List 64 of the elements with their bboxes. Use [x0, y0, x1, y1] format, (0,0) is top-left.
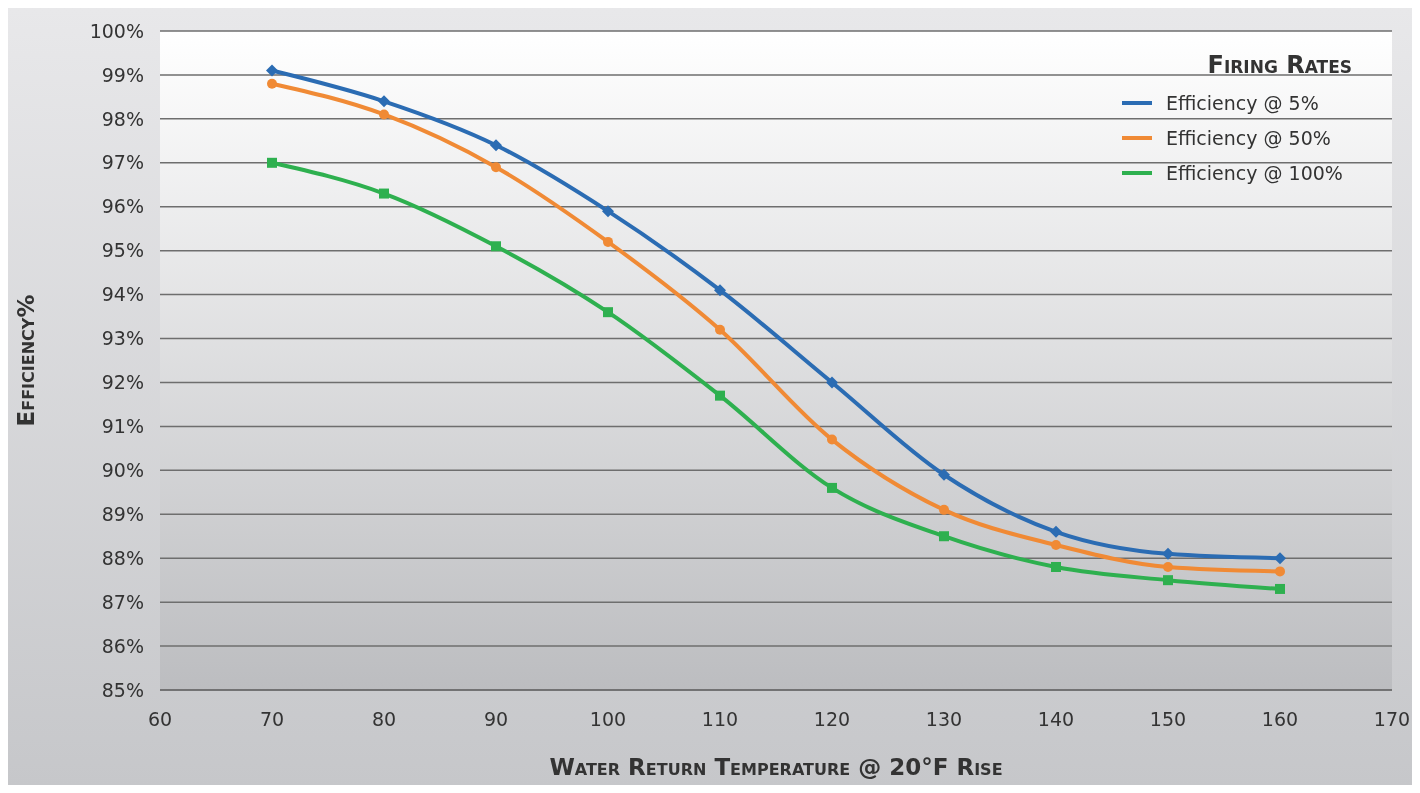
legend-label: Efficiency @ 100% [1166, 161, 1343, 184]
y-tick-label: 86% [101, 634, 144, 657]
point [827, 482, 837, 493]
point [827, 434, 837, 445]
y-tick-label: 96% [101, 195, 144, 218]
y-tick-label: 85% [101, 678, 144, 701]
y-tick-label: 98% [101, 107, 144, 130]
point [938, 468, 950, 481]
point [1162, 547, 1174, 560]
x-tick-label: 120 [813, 708, 851, 730]
point [1274, 552, 1286, 565]
point [266, 64, 278, 77]
legend-label: Efficiency @ 5% [1166, 91, 1319, 114]
x-tick-label: 70 [259, 708, 285, 730]
y-tick-label: 97% [101, 151, 144, 174]
point [1275, 583, 1285, 594]
y-tick-label: 88% [101, 546, 144, 569]
x-tick-label: 160 [1261, 708, 1299, 730]
x-tick-label: 100 [589, 708, 627, 730]
point [267, 78, 277, 89]
y-axis-title: Efficiency% [13, 294, 39, 427]
y-tick-label: 100% [89, 19, 144, 42]
point [378, 95, 390, 108]
x-tick-label: 90 [483, 708, 509, 730]
legend-title: Firing Rates [1207, 51, 1352, 79]
point [715, 324, 725, 335]
point [939, 504, 949, 515]
x-tick-label: 130 [925, 708, 963, 730]
y-tick-label: 94% [101, 283, 144, 306]
point [490, 139, 502, 152]
point [1051, 561, 1061, 572]
x-axis-title: Water Return Temperature @ 20°F Rise [549, 754, 1003, 780]
point [1050, 525, 1062, 538]
legend-label: Efficiency @ 50% [1166, 126, 1331, 149]
point [1275, 566, 1285, 577]
point [603, 307, 613, 318]
x-tick-label: 170 [1373, 708, 1411, 730]
y-tick-label: 92% [101, 371, 144, 394]
point [1163, 575, 1173, 586]
x-tick-label: 140 [1037, 708, 1075, 730]
point [603, 236, 613, 247]
point [602, 205, 614, 218]
y-tick-label: 89% [101, 502, 144, 525]
point [714, 284, 726, 297]
point [267, 157, 277, 168]
x-tick-label: 110 [701, 708, 739, 730]
y-tick-label: 87% [101, 590, 144, 613]
y-tick-label: 93% [101, 327, 144, 350]
point [939, 531, 949, 542]
point [715, 390, 725, 401]
y-tick-label: 90% [101, 458, 144, 481]
y-tick-label: 95% [101, 239, 144, 262]
y-tick-label: 99% [101, 63, 144, 86]
point [491, 241, 501, 252]
point [1051, 540, 1061, 551]
y-tick-label: 91% [101, 415, 144, 438]
point [491, 162, 501, 173]
point [379, 109, 389, 120]
point [826, 376, 838, 389]
point [1163, 561, 1173, 572]
x-tick-label: 80 [371, 708, 397, 730]
point [379, 188, 389, 199]
x-tick-label: 60 [147, 708, 173, 730]
x-tick-label: 150 [1149, 708, 1187, 730]
